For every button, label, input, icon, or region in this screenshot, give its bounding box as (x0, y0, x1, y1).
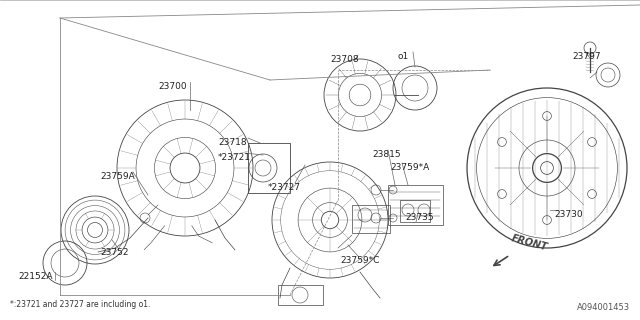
Text: 23718: 23718 (218, 138, 246, 147)
Text: A094001453: A094001453 (577, 303, 630, 312)
Text: *:23721 and 23727 are including o1.: *:23721 and 23727 are including o1. (10, 300, 150, 309)
Text: 23752: 23752 (100, 248, 129, 257)
Text: o1: o1 (398, 52, 409, 61)
Bar (400, 200, 430, 222)
Bar (248, 143, 290, 193)
Bar (278, 285, 323, 305)
Text: 23815: 23815 (372, 150, 401, 159)
Text: 23797: 23797 (572, 52, 600, 61)
Text: 23759*C: 23759*C (340, 256, 380, 265)
Text: 23759*A: 23759*A (390, 163, 429, 172)
Text: 23708: 23708 (330, 55, 358, 64)
Text: 23735: 23735 (405, 213, 434, 222)
Bar (352, 205, 390, 233)
Text: *23727: *23727 (268, 183, 301, 192)
Text: 23759A: 23759A (100, 172, 135, 181)
Text: 23700: 23700 (158, 82, 187, 91)
Bar (388, 185, 443, 225)
Text: FRONT: FRONT (510, 234, 548, 253)
Text: 23730: 23730 (554, 210, 582, 219)
Text: 22152A: 22152A (18, 272, 52, 281)
Text: *23721: *23721 (218, 153, 251, 162)
